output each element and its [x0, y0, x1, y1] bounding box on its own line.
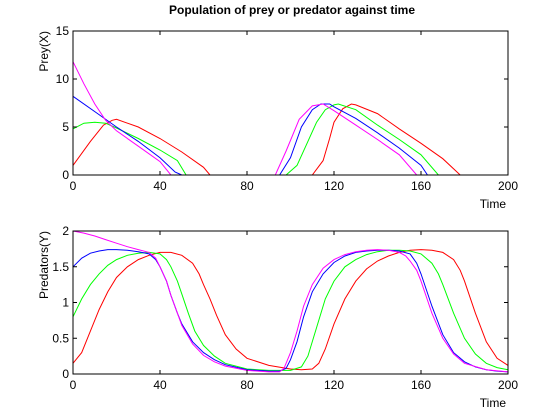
prey-y-tick-label: 5 — [62, 120, 69, 134]
predator-x-tick-label: 200 — [498, 378, 518, 392]
prey-x-tick-label: 120 — [324, 179, 344, 193]
prey-y-tick-label: 15 — [56, 24, 70, 38]
predator-y-tick-label: 0.5 — [52, 331, 69, 345]
prey-series-4-line — [72, 61, 508, 176]
prey-y-axis-label: Prey(X) — [37, 31, 51, 72]
predator-series-1-line — [72, 249, 509, 371]
prey-x-tick-label: 160 — [411, 179, 431, 193]
predator-y-tick-label: 1 — [62, 296, 69, 310]
predator-y-tick-label: 0 — [62, 367, 69, 381]
prey-x-axis-label: Time — [480, 197, 507, 211]
predator-x-axis-label: Time — [480, 396, 507, 410]
prey-x-tick-label: 40 — [153, 179, 167, 193]
predator-y-tick-label: 1.5 — [52, 260, 69, 274]
prey-axes-box — [72, 30, 509, 176]
predator-x-tick-label: 0 — [70, 378, 77, 392]
predator-x-tick-label: 40 — [153, 378, 167, 392]
predator-x-tick-label: 80 — [240, 378, 254, 392]
prey-y-tick-label: 10 — [56, 72, 70, 86]
prey-series-3-line — [72, 95, 508, 176]
prey-panel: 0 40 80 120 160 200 0 5 10 15 Time Prey(X) — [37, 24, 518, 211]
predator-panel: 0 40 80 120 160 200 0 0.5 1 1.5 2 Time Predators(Y) — [37, 224, 518, 410]
chart-title: Population of prey or predator against t… — [169, 3, 415, 17]
prey-x-tick-label: 0 — [70, 179, 77, 193]
predator-x-tick-label: 120 — [324, 378, 344, 392]
predator-y-tick-label: 2 — [62, 224, 69, 238]
predator-series-3-line — [72, 249, 509, 373]
predator-series-4-line — [72, 230, 509, 373]
prey-y-tick-label: 0 — [62, 168, 69, 182]
prey-x-tick-label: 200 — [498, 179, 518, 193]
prey-x-tick-label: 80 — [240, 179, 254, 193]
predator-series-2-line — [72, 249, 509, 371]
predator-y-axis-label: Predators(Y) — [37, 231, 51, 299]
prey-series-2-line — [72, 103, 508, 176]
predator-x-tick-label: 160 — [411, 378, 431, 392]
